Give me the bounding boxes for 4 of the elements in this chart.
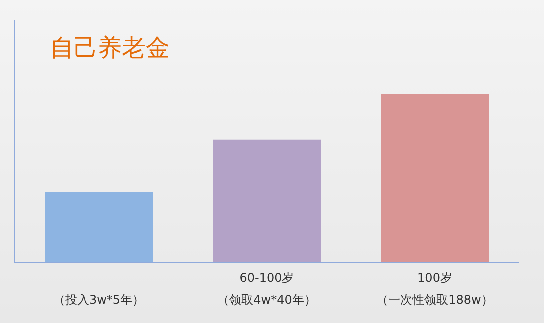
x-tick-label: （投入3w*5年） xyxy=(53,293,145,307)
chart-title: 自己养老金 xyxy=(50,33,170,64)
x-tick-label: 100岁（一次性领取188w） xyxy=(376,271,494,307)
x-tick-label: 60-100岁（领取4w*40年） xyxy=(218,271,316,307)
